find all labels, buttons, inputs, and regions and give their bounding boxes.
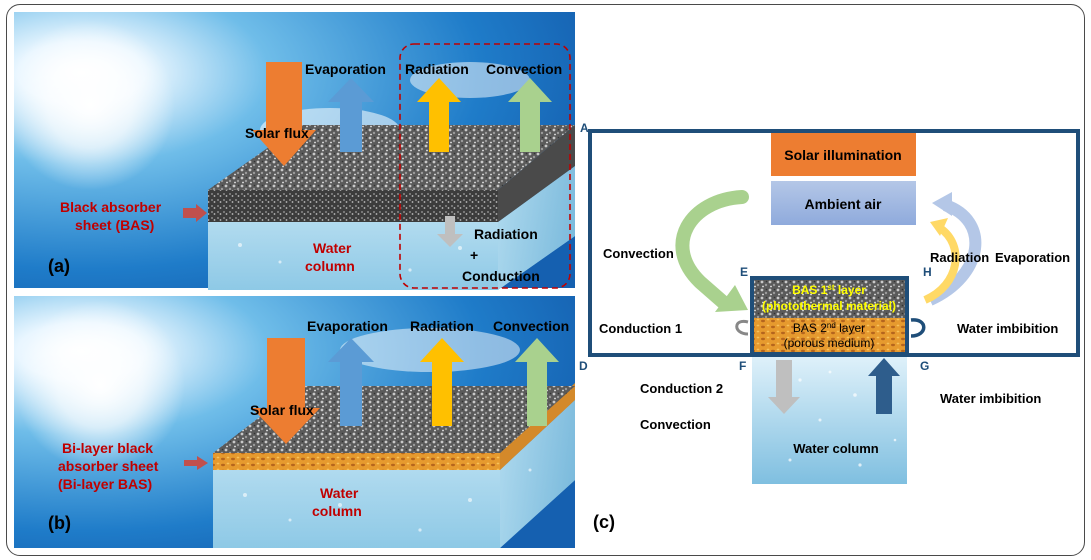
- evaporation-label-b: Evaporation: [307, 318, 388, 334]
- bas2-layer: [752, 318, 907, 354]
- convection-label-b: Convection: [493, 318, 569, 334]
- evaporation-label-c: Evaporation: [995, 250, 1070, 265]
- solar-flux-arrow-a: [252, 62, 316, 166]
- dashed-region-a: [399, 43, 571, 289]
- corner-G: G: [920, 359, 929, 373]
- rad-cond-label-a-2: Conduction: [462, 268, 540, 284]
- panel-b: Solar flux Evaporation Radiation Convect…: [14, 296, 575, 548]
- convection-lower-label: Convection: [640, 417, 711, 432]
- panel-a-tag: (a): [48, 256, 70, 276]
- figure-frame: [6, 4, 1085, 556]
- radiation-arrow-a: [417, 78, 461, 152]
- solar-illumination-box: [771, 133, 916, 176]
- water-label-b-2: column: [312, 503, 362, 519]
- panel-a: Solar flux Evaporation Radiation Convect…: [5, 12, 575, 290]
- radiation-label-c: Radiation: [930, 250, 989, 265]
- water-block-a: [208, 166, 575, 290]
- convection-curve-arrow: [675, 190, 749, 310]
- corner-D: D: [579, 359, 588, 373]
- convection-curve-head: [715, 285, 748, 312]
- bas1-layer: [752, 278, 907, 318]
- evaporation-curve-head: [932, 192, 952, 216]
- panel-b-tag: (b): [48, 513, 71, 533]
- solar-flux-label-a: Solar flux: [245, 125, 309, 141]
- water-imbibition-top-label: Water imbibition: [957, 321, 1058, 336]
- corner-E: E: [740, 265, 748, 279]
- corner-F: F: [739, 359, 746, 373]
- panel-c-tag: (c): [593, 512, 615, 532]
- absorber-label-a-1: Black absorber: [60, 199, 162, 215]
- radiation-curve-arrow: [923, 224, 960, 304]
- water-column-label-c: Water column: [793, 441, 879, 456]
- radiation-curve-head: [930, 218, 948, 236]
- sponge-front-b: [213, 453, 500, 470]
- conduction1-curl: [735, 319, 749, 336]
- rad-cond-plus-a: +: [470, 247, 478, 263]
- absorber-label-b-1: Bi-layer black: [62, 440, 153, 456]
- down-arrow-a: [437, 216, 463, 247]
- pointer-arrow-a: [183, 204, 207, 222]
- bubbles-a: [238, 233, 522, 272]
- gravel-front-a: [208, 190, 498, 222]
- absorber-label-b-3: (Bi-layer BAS): [58, 476, 152, 492]
- conduction2-label: Conduction 2: [640, 381, 723, 396]
- solar-flux-arrow-b: [252, 338, 320, 444]
- bas1-label-2: (photothermal material): [762, 299, 896, 313]
- corner-H: H: [923, 265, 932, 279]
- bas2-label-2: (porous medium): [784, 336, 875, 350]
- bas-box: [750, 276, 909, 356]
- sponge-side-b: [500, 383, 575, 470]
- solar-illumination-label: Solar illumination: [784, 147, 901, 163]
- water-imbibition-arrow: [868, 358, 900, 414]
- water-side-b: [500, 400, 575, 548]
- gravel-side-a: [498, 125, 575, 222]
- water-label-a-2: column: [305, 258, 355, 274]
- bas1-label-1: BAS 1st layer: [792, 283, 866, 297]
- imbibition-curl: [910, 318, 926, 338]
- ambient-air-box: [771, 181, 916, 225]
- water-side-a: [498, 166, 575, 290]
- evaporation-arrow-b: [328, 338, 374, 426]
- solar-flux-label-b: Solar flux: [250, 402, 314, 418]
- water-block-b: [213, 400, 575, 548]
- conduction1-label: Conduction 1: [599, 321, 682, 336]
- convection-arrow-a: [508, 78, 552, 152]
- evaporation-curve-arrow: [927, 199, 982, 306]
- bubbles-b: [243, 468, 532, 532]
- evaporation-arrow-a: [328, 78, 374, 152]
- water-label-b-1: Water: [320, 485, 359, 501]
- evaporation-label-a: Evaporation: [305, 61, 386, 77]
- radiation-label-b: Radiation: [410, 318, 474, 334]
- panel-c: Solar illumination Ambient air BAS 1st l…: [579, 121, 1080, 532]
- water-imbibition-bottom-label: Water imbibition: [940, 391, 1041, 406]
- rad-cond-label-a-1: Radiation: [474, 226, 538, 242]
- cloud-b1: [340, 328, 520, 372]
- bas2-label-1: BAS 2nd layer: [793, 321, 865, 335]
- convection-label-c: Convection: [603, 246, 674, 261]
- convection-arrow-b: [515, 338, 559, 426]
- pointer-arrow-b: [184, 456, 208, 470]
- convection-label-a: Convection: [486, 61, 562, 77]
- water-label-a-1: Water: [313, 240, 352, 256]
- absorber-label-b-2: absorber sheet: [58, 458, 159, 474]
- corner-A: A: [580, 121, 589, 135]
- radiation-arrow-b: [420, 338, 464, 426]
- sun-a: [5, 20, 175, 190]
- ambient-air-label: Ambient air: [804, 196, 882, 212]
- conduction2-arrow: [768, 360, 800, 414]
- sun-b: [15, 300, 185, 470]
- absorber-label-a-2: sheet (BAS): [75, 217, 154, 233]
- radiation-label-a: Radiation: [405, 61, 469, 77]
